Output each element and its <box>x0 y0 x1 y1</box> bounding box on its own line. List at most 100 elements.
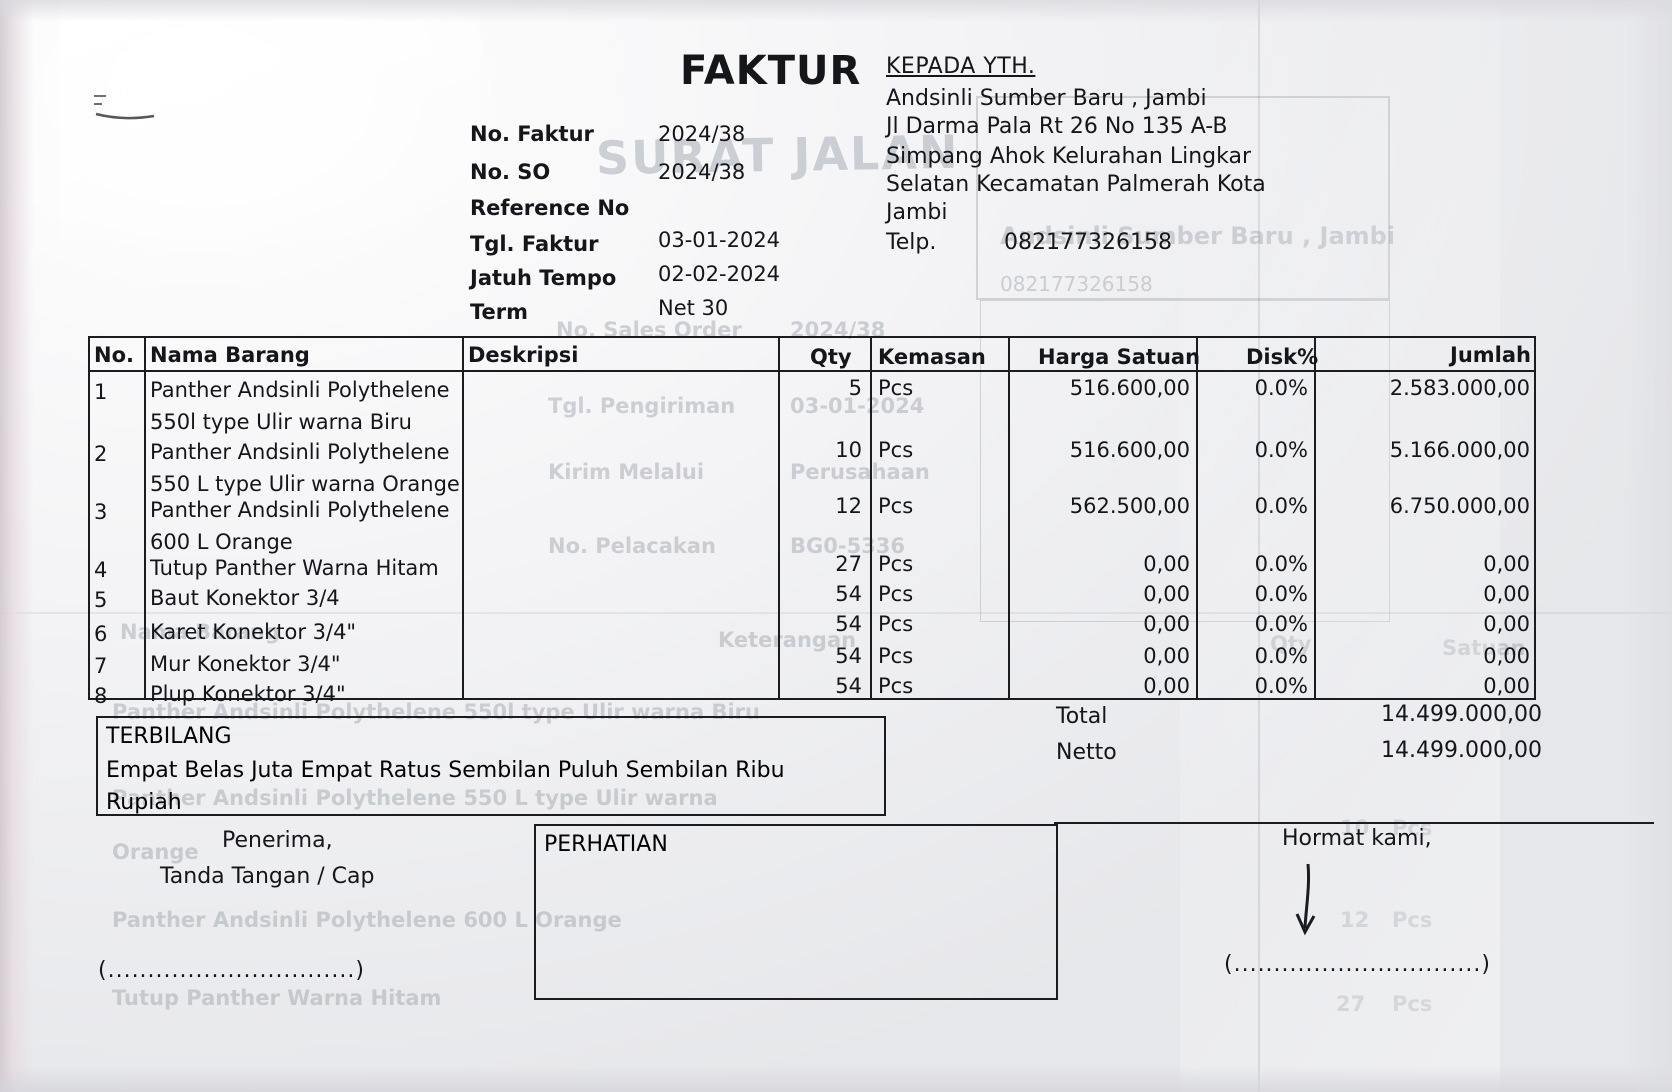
row-1-kemasan: Pcs <box>878 376 914 400</box>
page-edge-left <box>0 0 34 1092</box>
label-no-faktur: No. Faktur <box>470 122 594 146</box>
row-2-jumlah: 5.166.000,00 <box>1389 438 1530 462</box>
row-4-qty: 27 <box>835 552 862 576</box>
row-5-kemasan: Pcs <box>878 582 914 606</box>
row-3-name-1: Panther Andsinli Polythelene <box>150 498 450 522</box>
row-7-name-1: Mur Konektor 3/4" <box>150 652 341 676</box>
page-title: FAKTUR <box>680 48 862 94</box>
col-sep-qty <box>870 336 872 700</box>
netto-label: Netto <box>1056 740 1117 765</box>
row-7-kemasan: Pcs <box>878 644 914 668</box>
row-6-harga: 0,00 <box>1143 612 1190 636</box>
row-1-no: 1 <box>94 380 108 404</box>
value-jatuh-tempo: 02-02-2024 <box>658 262 781 286</box>
row-4-no: 4 <box>94 558 108 582</box>
row-2-qty: 10 <box>835 438 862 462</box>
label-jatuh-tempo: Jatuh Tempo <box>470 266 617 290</box>
row-7-disk: 0.0% <box>1254 644 1308 668</box>
recipient-address-1: Jl Darma Pala Rt 26 No 135 A-B <box>886 114 1228 139</box>
th-jumlah: Jumlah <box>1450 343 1531 367</box>
row-8-disk: 0.0% <box>1254 674 1308 698</box>
row-1-jumlah: 2.583.000,00 <box>1389 376 1530 400</box>
col-sep-nama <box>462 336 464 700</box>
row-1-qty: 5 <box>848 376 862 400</box>
scan-glare-top-left <box>60 0 480 240</box>
recipient-address-3: Selatan Kecamatan Palmerah Kota <box>886 172 1266 197</box>
bleed-item-2-line2: Orange <box>112 840 199 864</box>
table-header-rule <box>88 370 1536 372</box>
bleed-recipient-box <box>976 96 1390 300</box>
page-edge-top <box>0 0 1672 22</box>
page-edge-bottom <box>0 1066 1672 1092</box>
recipient-phone: 082177326158 <box>1004 230 1172 255</box>
row-8-name-1: Plup Konektor 3/4" <box>150 682 346 706</box>
row-5-no: 5 <box>94 588 108 612</box>
recipient-heading: KEPADA YTH. <box>886 54 1036 79</box>
penerima-label: Penerima, <box>222 828 333 853</box>
row-8-no: 8 <box>94 684 108 708</box>
row-8-harga: 0,00 <box>1143 674 1190 698</box>
row-4-disk: 0.0% <box>1254 552 1308 576</box>
row-4-harga: 0,00 <box>1143 552 1190 576</box>
label-tgl-faktur: Tgl. Faktur <box>470 232 599 256</box>
row-1-name-1: Panther Andsinli Polythelene <box>150 378 450 402</box>
row-3-disk: 0.0% <box>1254 494 1308 518</box>
row-8-qty: 54 <box>835 674 862 698</box>
row-2-name-2: 550 L type Ulir warna Orange <box>150 472 460 496</box>
paper-fold-vertical <box>1258 0 1260 1092</box>
row-5-qty: 54 <box>835 582 862 606</box>
bleed-table-frame <box>980 300 1390 622</box>
row-2-disk: 0.0% <box>1254 438 1308 462</box>
th-deskripsi: Deskripsi <box>468 343 579 367</box>
perhatian-box: PERHATIAN <box>534 824 1058 1000</box>
recipient-phone-label: Telp. <box>886 230 937 255</box>
row-7-qty: 54 <box>835 644 862 668</box>
tanda-tangan-label: Tanda Tangan / Cap <box>160 864 375 889</box>
th-harga: Harga Satuan <box>1038 345 1201 369</box>
recipient-address-4: Jambi <box>886 200 948 225</box>
label-no-so: No. SO <box>470 160 551 184</box>
table-border <box>88 336 1536 700</box>
total-value: 14.499.000,00 <box>1381 702 1542 727</box>
row-3-qty: 12 <box>835 494 862 518</box>
row-3-no: 3 <box>94 500 108 524</box>
row-1-harga: 516.600,00 <box>1069 376 1190 400</box>
row-3-name-2: 600 L Orange <box>150 530 293 554</box>
terbilang-line-2: Rupiah <box>106 790 182 815</box>
th-disk: Disk% <box>1246 345 1319 369</box>
row-6-disk: 0.0% <box>1254 612 1308 636</box>
row-1-name-2: 550l type Ulir warna Biru <box>150 410 412 434</box>
footer-divider <box>1054 822 1654 824</box>
total-label: Total <box>1056 704 1108 729</box>
row-6-qty: 54 <box>835 612 862 636</box>
terbilang-heading: TERBILANG <box>106 724 232 749</box>
row-3-jumlah: 6.750.000,00 <box>1389 494 1530 518</box>
penerima-signature-line: (...............................) <box>98 958 365 983</box>
row-5-name-1: Baut Konektor 3/4 <box>150 586 340 610</box>
row-3-harga: 562.500,00 <box>1069 494 1190 518</box>
row-2-name-1: Panther Andsinli Polythelene <box>150 440 450 464</box>
hormat-kami-label: Hormat kami, <box>1282 826 1432 851</box>
perhatian-heading: PERHATIAN <box>544 832 668 857</box>
items-table: No. Nama Barang Deskripsi Qty Kemasan Ha… <box>88 336 1536 708</box>
col-sep-disk <box>1314 336 1316 700</box>
value-no-faktur: 2024/38 <box>658 122 746 146</box>
row-1-disk: 0.0% <box>1254 376 1308 400</box>
terbilang-line-1: Empat Belas Juta Empat Ratus Sembilan Pu… <box>106 758 785 783</box>
col-sep-no <box>144 336 146 700</box>
col-sep-deskripsi <box>778 336 780 700</box>
row-2-kemasan: Pcs <box>878 438 914 462</box>
terbilang-box: TERBILANG Empat Belas Juta Empat Ratus S… <box>96 716 886 816</box>
col-sep-harga <box>1196 336 1198 700</box>
row-6-jumlah: 0,00 <box>1483 612 1530 636</box>
paper-fold-horizontal <box>0 612 1672 614</box>
row-7-no: 7 <box>94 654 108 678</box>
row-8-jumlah: 0,00 <box>1483 674 1530 698</box>
staple-mark-icon <box>94 95 155 120</box>
value-no-so: 2024/38 <box>658 160 746 184</box>
col-sep-kemasan <box>1008 336 1010 700</box>
row-7-jumlah: 0,00 <box>1483 644 1530 668</box>
th-qty: Qty <box>810 345 852 369</box>
row-5-jumlah: 0,00 <box>1483 582 1530 606</box>
th-nama: Nama Barang <box>150 343 310 367</box>
